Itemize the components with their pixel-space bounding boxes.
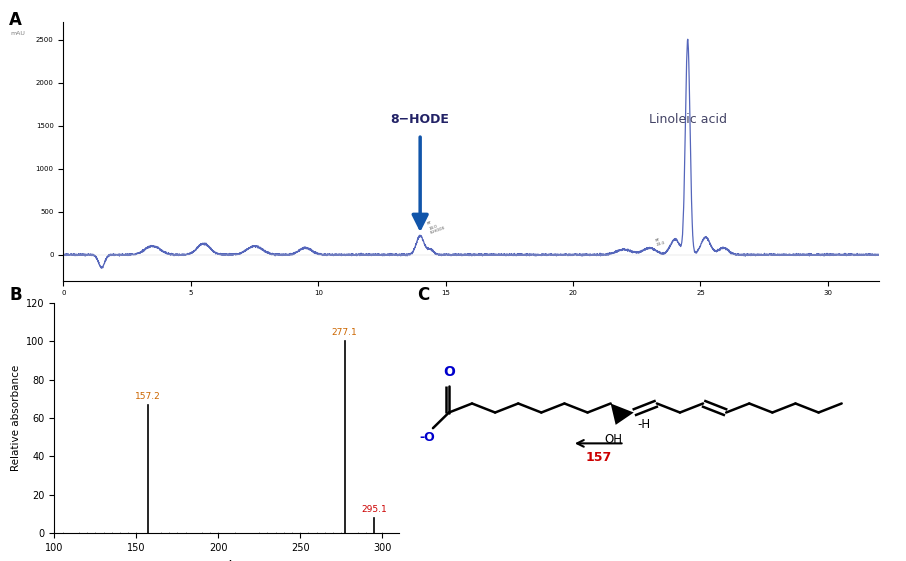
Text: C: C [417, 286, 429, 304]
Text: B: B [9, 286, 22, 304]
Text: OH: OH [604, 433, 622, 446]
Text: -H: -H [637, 417, 651, 430]
X-axis label: m/z: m/z [214, 558, 239, 561]
Text: RT
14.0
8-HODE: RT 14.0 8-HODE [427, 217, 446, 235]
Y-axis label: Relative absorbance: Relative absorbance [11, 365, 21, 471]
Polygon shape [611, 403, 633, 425]
Text: O: O [443, 365, 455, 379]
Text: A: A [9, 11, 22, 29]
Text: Linoleic acid: Linoleic acid [649, 113, 727, 126]
Text: mAU: mAU [10, 31, 25, 36]
Text: 157.2: 157.2 [135, 392, 161, 401]
Text: 8−HODE: 8−HODE [390, 113, 449, 126]
Text: 295.1: 295.1 [361, 505, 387, 514]
Text: -O: -O [419, 431, 435, 444]
Text: RT
23.0: RT 23.0 [654, 236, 666, 247]
Text: 157: 157 [585, 451, 612, 464]
Text: 277.1: 277.1 [332, 328, 358, 337]
